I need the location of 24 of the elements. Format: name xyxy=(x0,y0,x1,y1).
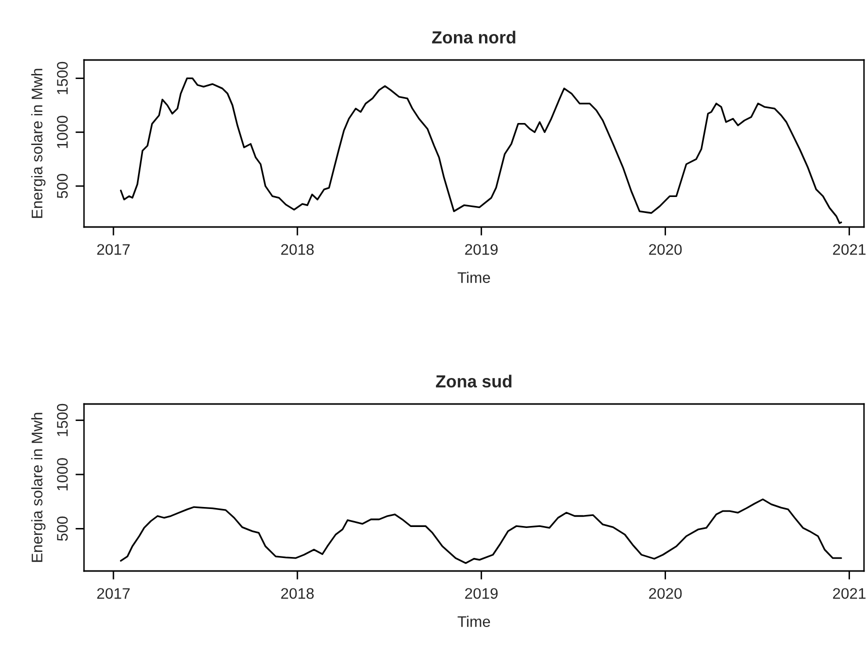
x-tick-label: 2021 xyxy=(833,588,866,599)
x-tick-label: 2017 xyxy=(97,244,130,255)
x-tick-label: 2019 xyxy=(465,244,498,255)
chart-title: Zona sud xyxy=(436,374,512,388)
x-tick-label: 2018 xyxy=(281,588,314,599)
x-tick-label: 2019 xyxy=(465,588,498,599)
x-tick-label: 2018 xyxy=(281,244,314,255)
y-axis-title: Energia solare in Mwh xyxy=(31,412,46,562)
x-tick-label: 2020 xyxy=(649,588,682,599)
y-tick-label: 1500 xyxy=(56,62,68,94)
x-tick-label: 2021 xyxy=(833,244,866,255)
line-series xyxy=(120,77,842,224)
y-axis-title: Energia solare in Mwh xyxy=(31,68,46,218)
y-tick-label: 1000 xyxy=(56,116,68,148)
y-tick-label: 500 xyxy=(56,174,68,198)
line-series xyxy=(120,498,842,564)
x-axis-title: Time xyxy=(458,272,490,284)
y-tick-label: 1500 xyxy=(56,404,68,436)
y-tick-label: 500 xyxy=(56,516,68,541)
chart-title: Zona nord xyxy=(432,30,516,44)
x-axis-title: Time xyxy=(458,616,490,628)
x-tick-label: 2020 xyxy=(649,244,682,255)
y-tick-label: 1000 xyxy=(56,458,68,490)
x-tick-label: 2017 xyxy=(97,588,130,599)
